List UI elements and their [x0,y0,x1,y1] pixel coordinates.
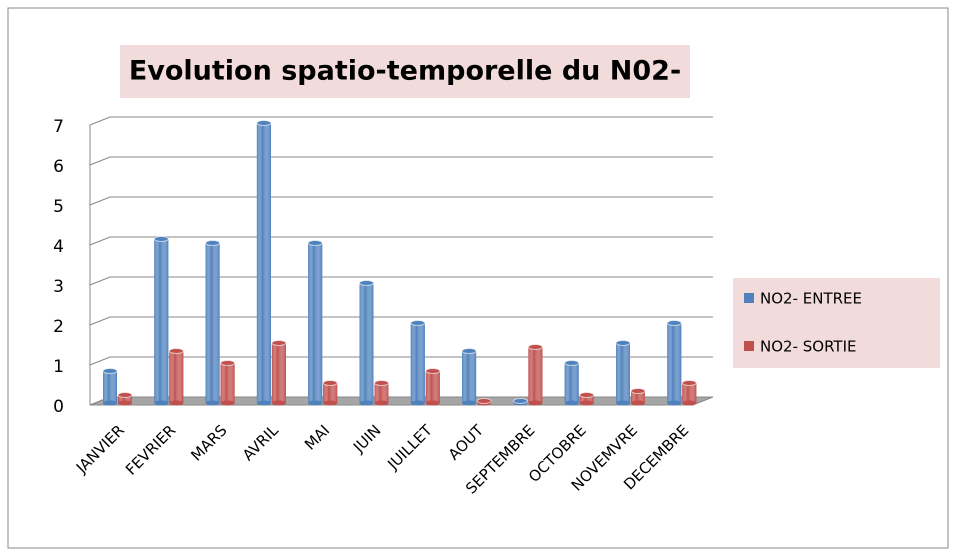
legend-label: NO2- SORTIE [760,338,856,356]
bar-shade [667,323,682,403]
bar-top [153,236,169,242]
bar-base [256,400,271,406]
bar-top [681,380,697,386]
bar-base [616,400,630,406]
bar-base [205,400,220,406]
legend-swatch [744,293,754,303]
grid-line [89,356,713,366]
bar-top [410,320,426,326]
bar-base [631,400,645,406]
bar-base [308,400,323,406]
bar-top [168,348,184,354]
bar-shade [205,243,220,403]
y-tick-label: 4 [53,237,64,257]
bar-shade [631,391,645,403]
grid-line [89,276,713,286]
y-tick-label: 2 [53,317,64,337]
bar-top [666,320,682,326]
bar-base [323,400,338,406]
bar-top [205,240,221,246]
bar-shade [462,351,477,403]
bar-shade [374,383,389,403]
bar-base [154,400,169,406]
grid-line [89,316,713,326]
bar-base [118,400,132,406]
bar-top [425,368,441,374]
bar-top [322,380,338,386]
bar-top [256,120,272,126]
y-tick-label: 5 [53,197,64,217]
bar-base [682,400,697,406]
bar-shade [103,371,117,403]
bar-shade [616,343,630,403]
legend-box [733,278,940,368]
bar-base [410,400,425,406]
bar-top [374,380,389,386]
y-tick-label: 1 [53,357,64,377]
legend-label: NO2- ENTREE [760,290,862,308]
bar-shade [579,395,594,403]
bar-top [564,360,580,366]
bar-base [564,400,579,406]
bar-top [117,392,133,398]
grid-line [89,196,713,206]
bar-top [307,240,323,246]
bar-base [359,400,374,406]
title-box [120,45,690,98]
bar-base [103,400,117,406]
bar-shade [410,323,425,403]
bar-base [271,400,286,406]
bar-top [102,368,118,374]
grid-line [89,236,713,246]
bar-shade [271,343,286,403]
grid-line [89,156,713,166]
bar-shade [118,395,132,403]
bar-top [359,280,374,286]
y-tick-label: 7 [53,117,64,137]
bar-shade [564,363,579,403]
bar-shade [359,283,374,403]
legend-swatch [744,341,754,351]
bar-base [220,400,235,406]
y-tick-label: 3 [53,277,64,297]
chart-title: Evolution spatio-temporelle du N02- [129,56,681,87]
bar-base [462,400,477,406]
bar-top [220,360,236,366]
bar-top [271,340,287,346]
bar-top [476,398,492,404]
bar-shade [425,371,440,403]
bar-shade [256,123,271,403]
bar-base [667,400,682,406]
bar-shade [220,363,235,403]
y-tick-label: 0 [53,397,64,417]
bar-top [579,392,595,398]
bar-base [374,400,389,406]
bar-shade [323,383,338,403]
bar-shade [169,351,184,403]
bar-top [461,348,477,354]
bar-shade [308,243,323,403]
grid-line [89,116,713,126]
bar-base [579,400,594,406]
bar-top [630,388,646,394]
bar-base [528,400,543,406]
bar-shade [154,239,169,403]
bar-base [425,400,440,406]
bar-top [527,344,543,350]
bar-base [169,400,184,406]
bar-top [615,340,631,346]
bar-shade [682,383,697,403]
y-tick-label: 6 [53,157,64,177]
bar-shade [528,347,543,403]
bar-top [512,398,528,404]
